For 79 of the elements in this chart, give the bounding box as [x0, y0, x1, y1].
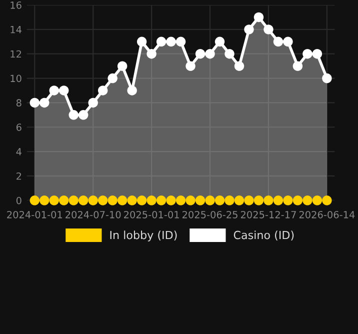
legend-label: Casino (ID) [234, 230, 294, 241]
point [186, 61, 196, 71]
point [30, 196, 40, 206]
x-tick-label: 2026-06-14 [299, 210, 355, 218]
point [264, 24, 274, 34]
point [166, 196, 176, 206]
y-tick-label: 14 [10, 26, 22, 34]
point [224, 196, 234, 206]
y-tick-label: 4 [16, 148, 22, 156]
point [40, 196, 50, 206]
point [108, 73, 118, 84]
point [78, 196, 88, 206]
x-tick-label: 2025-06-25 [182, 210, 238, 218]
point [166, 36, 176, 47]
y-tick-label: 6 [16, 124, 22, 131]
point [49, 86, 59, 96]
point [117, 61, 128, 71]
point [312, 196, 322, 206]
y-tick-label: 16 [10, 1, 22, 9]
point [302, 196, 312, 206]
point [244, 196, 254, 206]
y-tick-label: 12 [10, 50, 22, 58]
point [68, 110, 78, 120]
point [59, 196, 69, 206]
x-tick-label: 2025-01-01 [124, 210, 179, 218]
point [273, 36, 284, 47]
point [88, 196, 98, 206]
point [283, 196, 293, 206]
point [322, 196, 332, 206]
point [98, 86, 108, 96]
point [195, 196, 206, 206]
point [292, 196, 303, 206]
point [292, 61, 303, 71]
point [127, 196, 137, 206]
point [234, 196, 244, 206]
point [205, 196, 215, 206]
point [264, 196, 274, 206]
point [156, 36, 166, 47]
point [146, 196, 156, 206]
point [40, 98, 50, 108]
point [254, 196, 264, 206]
point [88, 98, 98, 108]
point [302, 48, 312, 59]
x-tick-label: 2025-12-17 [240, 210, 296, 218]
point [214, 196, 225, 206]
point [254, 12, 264, 22]
point [98, 196, 108, 206]
point [78, 110, 88, 120]
point [186, 196, 196, 206]
point [176, 196, 186, 206]
x-tick-label: 2024-07-10 [66, 210, 121, 218]
y-tick-label: 2 [16, 172, 22, 180]
y-tick-label: 0 [16, 196, 22, 204]
point [117, 196, 128, 206]
point [312, 48, 322, 59]
x-tick-label: 2024-01-01 [7, 210, 62, 218]
point [49, 196, 59, 206]
y-tick-label: 8 [16, 99, 22, 107]
point [205, 48, 215, 59]
point [156, 196, 166, 206]
point [136, 36, 147, 47]
point [146, 48, 156, 59]
point [30, 98, 40, 108]
point [59, 86, 69, 96]
point [127, 86, 137, 96]
point [108, 196, 118, 206]
point [195, 48, 206, 59]
y-tick-label: 10 [10, 74, 22, 82]
point [224, 48, 234, 59]
point [283, 36, 293, 47]
point [214, 36, 225, 47]
point [234, 61, 244, 71]
point [322, 73, 332, 84]
point [68, 196, 78, 206]
point [273, 196, 284, 206]
legend-label: In lobby (ID) [110, 230, 177, 242]
point [244, 24, 254, 34]
point [136, 196, 147, 206]
point [176, 36, 186, 47]
